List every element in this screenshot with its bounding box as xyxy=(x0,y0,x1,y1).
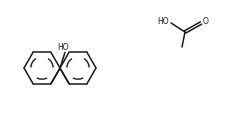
Text: HO: HO xyxy=(57,43,69,52)
Text: O: O xyxy=(203,18,209,26)
Text: HO: HO xyxy=(157,18,169,26)
